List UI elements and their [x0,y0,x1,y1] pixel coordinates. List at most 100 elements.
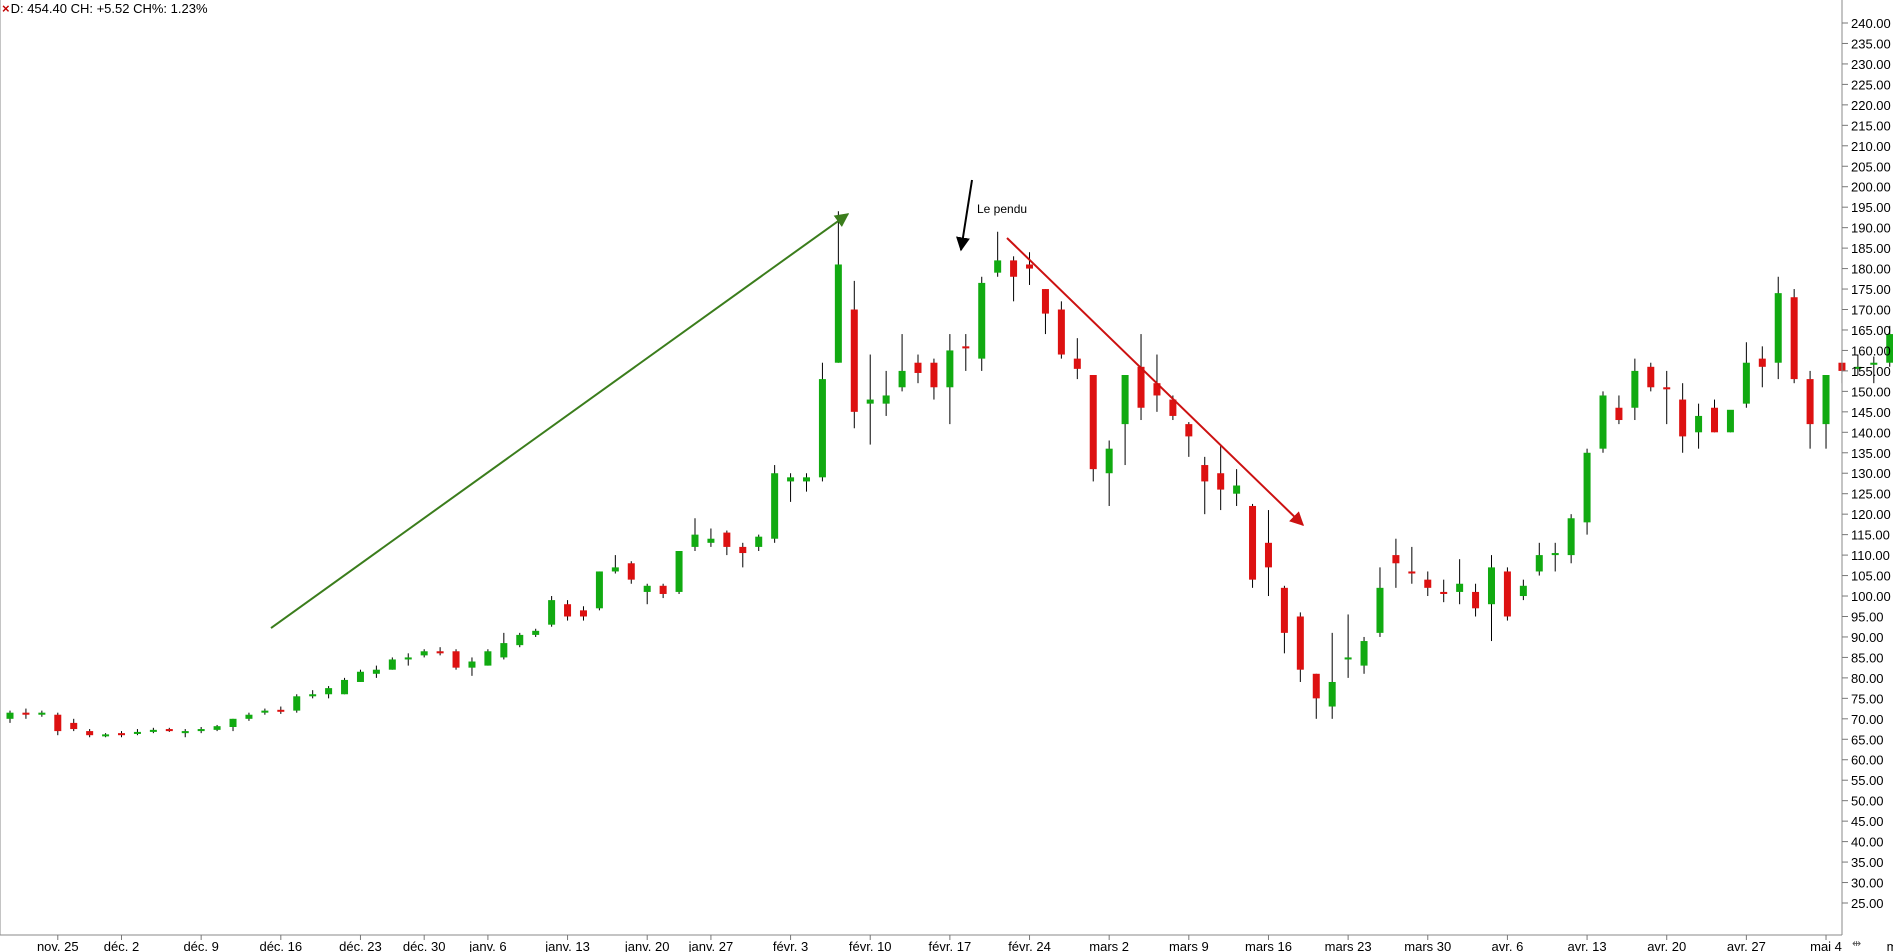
candle[interactable] [213,724,221,732]
candle[interactable] [1583,448,1591,535]
candle[interactable] [1854,354,1862,375]
candle[interactable] [771,465,779,543]
candle[interactable] [643,583,651,605]
candle[interactable] [1806,370,1814,449]
candle[interactable] [1440,579,1448,603]
candle[interactable] [962,334,970,371]
candle[interactable] [1376,567,1384,637]
candle[interactable] [914,354,922,384]
candle[interactable] [1519,579,1527,601]
candle[interactable] [1615,395,1623,425]
candle[interactable] [1010,256,1018,302]
candle[interactable] [1487,555,1495,642]
candle[interactable] [1328,632,1336,719]
candle[interactable] [532,628,540,637]
candle[interactable] [1790,289,1798,384]
candle[interactable] [245,712,253,721]
candle[interactable] [850,280,858,429]
candle[interactable] [86,729,94,738]
candle[interactable] [1026,252,1034,285]
candle[interactable] [356,669,364,682]
candle[interactable] [1822,375,1830,449]
candle[interactable] [1551,542,1559,572]
candle[interactable] [341,677,349,695]
candle[interactable] [1870,356,1878,384]
candle[interactable] [1663,370,1671,425]
candle[interactable] [882,370,890,416]
candle[interactable] [1360,636,1368,674]
candle[interactable] [978,276,986,371]
candle[interactable] [1742,342,1750,408]
candle[interactable] [930,358,938,400]
candle[interactable] [181,729,189,738]
candle[interactable] [691,518,699,551]
candle[interactable] [1567,514,1575,564]
candle[interactable] [452,649,460,670]
candle[interactable] [325,686,333,699]
close-icon[interactable]: × [2,1,10,16]
candle[interactable] [1599,391,1607,453]
candle[interactable] [102,733,110,738]
candle[interactable] [372,665,380,678]
candle[interactable] [739,542,747,568]
candle[interactable] [946,334,954,425]
candle[interactable] [54,712,62,736]
candle[interactable] [1408,546,1416,584]
candle[interactable] [436,647,444,656]
candle[interactable] [1041,289,1049,335]
candle[interactable] [1726,409,1734,433]
candle[interactable] [1264,510,1272,597]
candle[interactable] [723,530,731,556]
candle[interactable] [1280,585,1288,654]
candle[interactable] [165,727,173,732]
candle[interactable] [1312,673,1320,719]
candle[interactable] [994,231,1002,277]
candle[interactable] [1344,614,1352,678]
candle[interactable] [1073,338,1081,380]
candle[interactable] [1472,583,1480,617]
candle[interactable] [675,551,683,594]
candle[interactable] [834,211,842,363]
candle[interactable] [548,596,556,627]
candle[interactable] [309,690,317,699]
candle[interactable] [579,606,587,621]
candle[interactable] [197,727,205,734]
candle[interactable] [1121,375,1129,466]
candle[interactable] [1249,503,1257,588]
candle[interactable] [1105,440,1113,506]
candle[interactable] [1089,375,1097,482]
candle[interactable] [1503,567,1511,621]
candle[interactable] [595,571,603,611]
candle[interactable] [755,534,763,551]
candle[interactable] [1217,444,1225,511]
candle[interactable] [627,561,635,584]
candle[interactable] [149,727,157,734]
candle[interactable] [707,528,715,547]
candle[interactable] [1774,276,1782,380]
candle[interactable] [38,710,46,717]
candle[interactable] [1695,403,1703,449]
candle[interactable] [1711,399,1719,433]
candle[interactable] [1424,571,1432,597]
candle[interactable] [133,729,141,736]
candle[interactable] [22,708,30,719]
candle[interactable] [803,473,810,492]
candle[interactable] [468,657,476,676]
candle[interactable] [1137,334,1145,421]
candle[interactable] [1201,456,1209,515]
candle[interactable] [866,354,874,445]
candle[interactable] [70,718,78,732]
candle[interactable] [404,653,412,666]
candle[interactable] [1185,422,1193,457]
candle[interactable] [1296,612,1304,682]
candle[interactable] [420,649,428,658]
candle[interactable] [1679,383,1687,453]
candle[interactable] [1057,301,1065,359]
candle[interactable] [1456,559,1464,605]
candle[interactable] [1647,362,1655,392]
candle[interactable] [118,731,126,738]
candle[interactable] [261,708,269,715]
candle[interactable] [500,632,508,660]
candle[interactable] [1392,538,1400,588]
